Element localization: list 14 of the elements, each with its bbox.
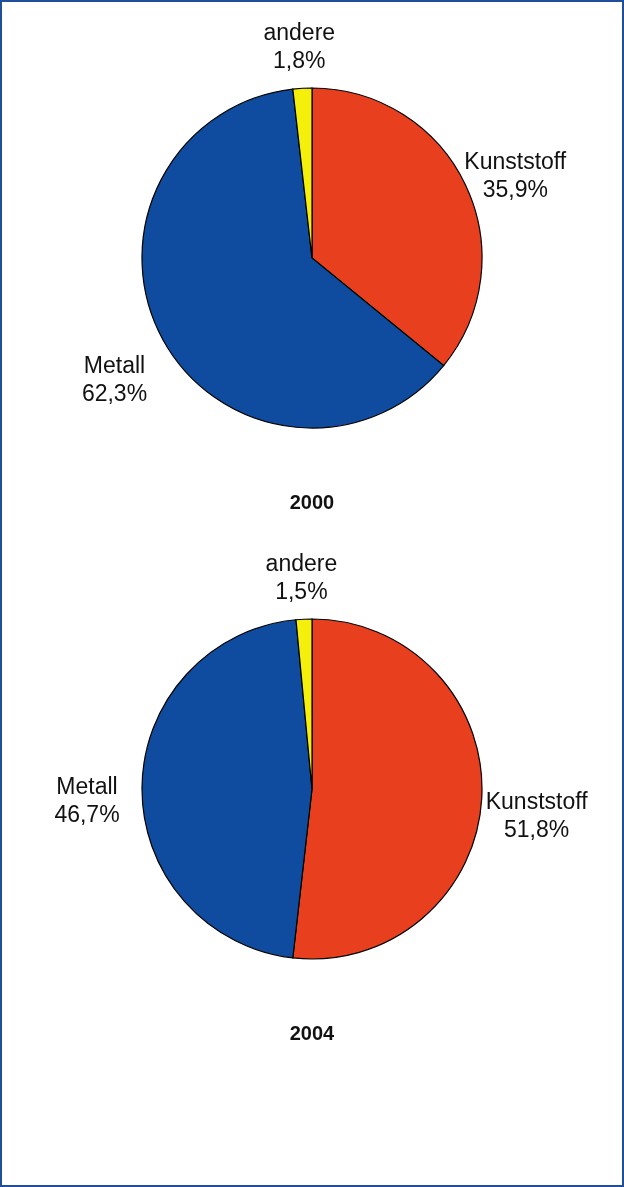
- data-label: 62,3%: [81, 379, 148, 406]
- data-label: 1,8%: [273, 47, 326, 74]
- text: 2004: [289, 1022, 336, 1044]
- slice-label: Metall: [83, 351, 146, 378]
- text: 2000: [289, 491, 335, 513]
- slice-label: Kunststoff: [464, 147, 567, 174]
- data-label: 35,9%: [482, 175, 548, 202]
- data-label: 46,7%: [54, 800, 120, 827]
- slice-label: andere: [263, 19, 336, 46]
- data-label: 1,5%: [275, 578, 328, 605]
- slice-label: Metall: [56, 772, 118, 799]
- slice-label: Kunststoff: [485, 787, 589, 814]
- data-label: 51,8%: [504, 815, 570, 842]
- slice-label: andere: [265, 550, 338, 577]
